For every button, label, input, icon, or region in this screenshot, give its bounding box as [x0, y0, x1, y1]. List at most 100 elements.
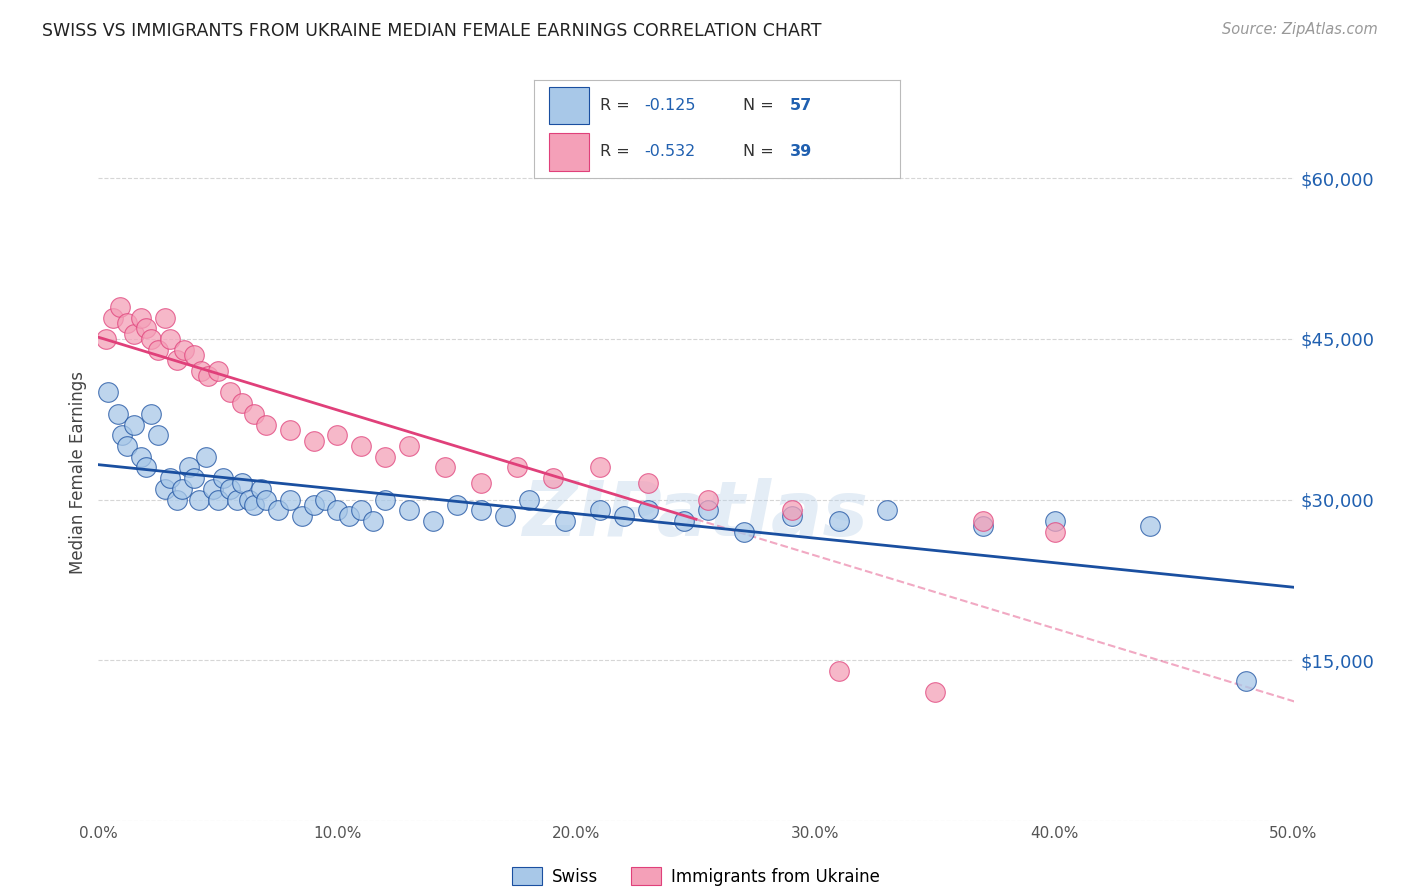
Point [131, 450, 153, 464]
Point [111, 428, 134, 442]
Point [254, 492, 277, 507]
Point [828, 514, 851, 528]
Point [637, 476, 659, 491]
Point [398, 503, 420, 517]
Point [422, 514, 444, 528]
Point [541, 471, 564, 485]
Point [972, 514, 994, 528]
Point [697, 492, 720, 507]
Point [101, 310, 124, 325]
Point [219, 385, 242, 400]
Point [124, 417, 146, 432]
Point [108, 300, 131, 314]
Point [506, 460, 529, 475]
Point [243, 498, 266, 512]
Point [190, 364, 212, 378]
Point [446, 498, 468, 512]
Text: ZIPatlas: ZIPatlas [523, 477, 869, 551]
Text: SWISS VS IMMIGRANTS FROM UKRAINE MEDIAN FEMALE EARNINGS CORRELATION CHART: SWISS VS IMMIGRANTS FROM UKRAINE MEDIAN … [42, 22, 821, 40]
Point [278, 492, 301, 507]
Point [207, 364, 229, 378]
Point [554, 514, 576, 528]
Point [291, 508, 314, 523]
Point [231, 476, 253, 491]
Point [226, 492, 249, 507]
Point [211, 471, 233, 485]
Point [173, 343, 195, 357]
Point [374, 492, 396, 507]
Point [124, 326, 146, 341]
Point [166, 353, 188, 368]
Point [315, 492, 337, 507]
Text: 39: 39 [790, 145, 813, 160]
Point [187, 492, 209, 507]
Point [972, 519, 994, 533]
Text: -0.125: -0.125 [644, 98, 696, 113]
Point [179, 460, 201, 475]
Bar [548, 87, 589, 124]
Point [302, 434, 325, 448]
Point [433, 460, 456, 475]
Point [194, 450, 218, 464]
Point [139, 407, 162, 421]
Point [139, 332, 162, 346]
Point [238, 492, 260, 507]
Point [148, 343, 170, 357]
Point [159, 332, 181, 346]
Point [155, 482, 177, 496]
Point [589, 460, 612, 475]
Bar [548, 133, 589, 170]
Point [250, 482, 273, 496]
Point [202, 482, 225, 496]
Text: 57: 57 [790, 98, 813, 113]
Point [197, 369, 219, 384]
Point [363, 514, 385, 528]
Point [207, 492, 229, 507]
Point [1234, 674, 1257, 689]
Point [733, 524, 755, 539]
Point [183, 471, 205, 485]
Point [219, 482, 242, 496]
Point [350, 503, 373, 517]
Point [613, 508, 636, 523]
Point [155, 310, 177, 325]
Point [517, 492, 540, 507]
Point [339, 508, 360, 523]
Point [278, 423, 301, 437]
Point [374, 450, 396, 464]
Text: N =: N = [742, 98, 779, 113]
Point [470, 476, 492, 491]
Point [243, 407, 266, 421]
Point [589, 503, 612, 517]
Point [326, 503, 349, 517]
Text: N =: N = [742, 145, 779, 160]
Point [159, 471, 181, 485]
Point [494, 508, 516, 523]
Point [267, 503, 290, 517]
Text: -0.532: -0.532 [644, 145, 695, 160]
Point [94, 332, 117, 346]
Point [172, 482, 194, 496]
Point [398, 439, 420, 453]
Text: Source: ZipAtlas.com: Source: ZipAtlas.com [1222, 22, 1378, 37]
Point [924, 685, 946, 699]
Point [135, 460, 157, 475]
Y-axis label: Median Female Earnings: Median Female Earnings [69, 371, 87, 574]
Point [1043, 514, 1066, 528]
Point [876, 503, 898, 517]
Text: R =: R = [600, 98, 636, 113]
Point [1043, 524, 1066, 539]
Point [97, 385, 120, 400]
Point [673, 514, 696, 528]
Point [697, 503, 720, 517]
Point [350, 439, 373, 453]
Point [131, 310, 153, 325]
Point [135, 321, 157, 335]
Point [326, 428, 349, 442]
Point [780, 503, 803, 517]
Point [231, 396, 253, 410]
Text: R =: R = [600, 145, 636, 160]
Point [254, 417, 277, 432]
Point [166, 492, 188, 507]
Point [780, 508, 803, 523]
